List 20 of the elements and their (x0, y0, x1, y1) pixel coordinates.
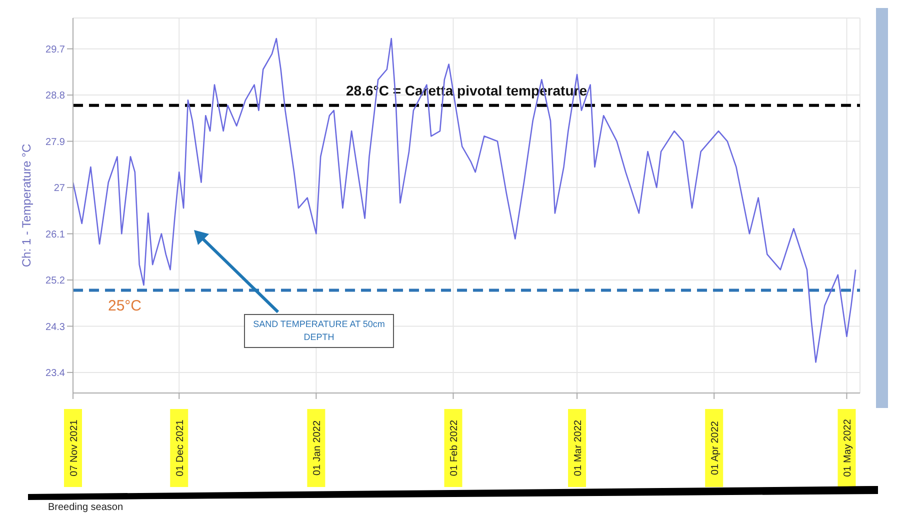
y-tick-label: 26.1 (46, 229, 66, 240)
x-tick-label: 07 Nov 2021 (69, 419, 80, 476)
x-tick-label: 01 Mar 2022 (573, 419, 584, 476)
x-tick-label: 01 Feb 2022 (449, 419, 460, 476)
x-tick-label: 01 May 2022 (842, 418, 854, 477)
x-tick-label: 01 Apr 2022 (710, 420, 722, 475)
y-tick-label: 28.8 (46, 90, 66, 102)
y-tick-label: 25.2 (46, 276, 66, 287)
text: Breeding season (48, 502, 124, 513)
y-tick-label: 27 (54, 183, 66, 194)
ref-line-label: 25°C (108, 297, 142, 314)
y-tick-label: 27.9 (46, 136, 66, 148)
x-tick-label: 01 Jan 2022 (312, 420, 324, 476)
y-tick-label: 24.3 (46, 322, 66, 333)
y-axis-title: Ch: 1 - Temperature °C (19, 144, 34, 268)
y-tick-label: 29.7 (46, 44, 66, 56)
y-tick-label: 23.4 (46, 368, 66, 379)
line-series (73, 38, 856, 363)
note-box: SAND TEMPERATURE AT 50cm DEPTH (244, 314, 394, 348)
x-tick-label: 01 Dec 2021 (175, 419, 186, 476)
